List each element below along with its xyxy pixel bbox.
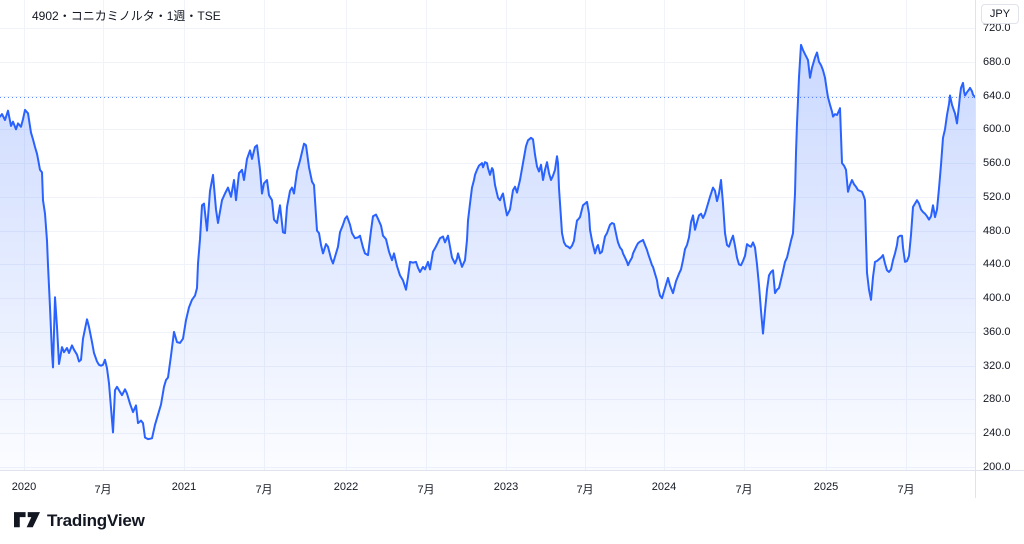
price-tick-label: 560.0 <box>983 157 1011 169</box>
price-tick-label: 480.0 <box>983 225 1011 237</box>
tradingview-logo-icon[interactable] <box>14 511 40 531</box>
time-tick-label: 7月 <box>255 484 273 496</box>
time-tick-label: 7月 <box>576 484 594 496</box>
brand-name[interactable]: TradingView <box>47 511 145 530</box>
price-tick-label: 400.0 <box>983 292 1011 304</box>
time-tick-label: 2024 <box>651 481 677 493</box>
price-tick-label: 240.0 <box>983 427 1011 439</box>
price-tick-label: 200.0 <box>983 461 1011 473</box>
time-tick-label: 2025 <box>813 481 839 493</box>
currency-button[interactable]: JPY <box>981 4 1019 24</box>
price-axis[interactable] <box>975 0 1024 498</box>
time-tick-label: 2020 <box>11 481 37 493</box>
symbol-title: 4902・コニカミノルタ・1週・TSE <box>32 9 221 23</box>
price-tick-label: 680.0 <box>983 56 1011 68</box>
price-tick-label: 640.0 <box>983 90 1011 102</box>
price-tick-label: 440.0 <box>983 258 1011 270</box>
price-tick-label: 280.0 <box>983 393 1011 405</box>
time-tick-label: 7月 <box>417 484 435 496</box>
time-tick-label: 7月 <box>735 484 753 496</box>
price-tick-label: 320.0 <box>983 360 1011 372</box>
series-area-fill <box>0 44 975 471</box>
time-tick-label: 2023 <box>493 481 519 493</box>
price-tick-label: 600.0 <box>983 123 1011 135</box>
time-tick-label: 2021 <box>171 481 197 493</box>
footer-bar: TradingView <box>0 498 1024 544</box>
price-tick-label: 720.0 <box>983 22 1011 34</box>
price-tick-label: 520.0 <box>983 191 1011 203</box>
price-tick-label: 360.0 <box>983 326 1011 338</box>
time-tick-label: 2022 <box>333 481 359 493</box>
time-tick-label: 7月 <box>94 484 112 496</box>
series-line <box>0 43 976 441</box>
time-tick-label: 7月 <box>897 484 915 496</box>
